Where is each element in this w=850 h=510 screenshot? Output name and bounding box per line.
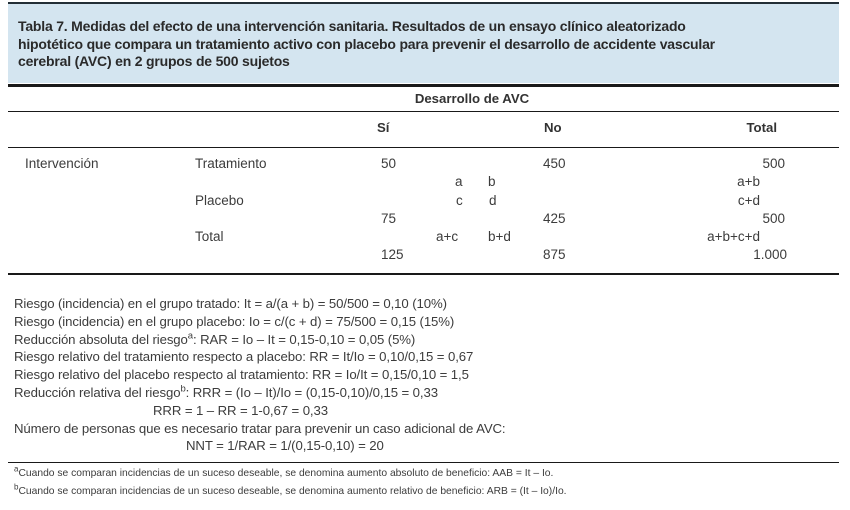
footnote-a-marker: a — [14, 464, 19, 474]
caption-line-3: cerebral (AVC) en 2 grupos de 500 sujeto… — [18, 53, 290, 70]
formula-text: Riesgo relativo del tratamiento respecto… — [14, 349, 474, 365]
cell-total-no: 875 — [543, 247, 566, 262]
footnote-b-marker: b — [14, 482, 19, 492]
footnote-b: bCuando se comparan incidencias de un su… — [14, 483, 842, 501]
column-header-si: Sí — [377, 120, 390, 135]
formula-rr-placebo: Riesgo relativo del placebo respecto al … — [14, 366, 842, 384]
formula-text: Riesgo (incidencia) en el grupo placebo:… — [14, 313, 455, 329]
cell-placebo-no: 425 — [543, 211, 566, 226]
footnotes-block: aCuando se comparan incidencias de un su… — [14, 465, 842, 501]
rule-below-table-body — [8, 273, 839, 276]
formula-nnt-intro: Número de personas que es necesario trat… — [14, 420, 842, 438]
formula-text: : RRR = (Io – It)/Io = (0,15-0,10)/0,15 … — [185, 384, 438, 400]
formula-rrr-alt: RRR = 1 – RR = 1-0,67 = 0,33 — [153, 402, 842, 420]
formula-text: Reducción absoluta del riesgo — [14, 331, 188, 347]
table-caption-box: Tabla 7. Medidas del efecto de una inter… — [8, 2, 839, 83]
formula-rrr: Reducción relativa del riesgob: RRR = (I… — [14, 384, 842, 402]
footnote-marker-b: b — [180, 383, 186, 395]
cell-letter-abcd: a+b+c+d — [707, 229, 760, 244]
footnote-a-text: Cuando se comparan incidencias de un suc… — [18, 468, 554, 479]
rule-below-caption — [8, 84, 839, 87]
formula-rar: Reducción absoluta del riesgoa: RAR = Io… — [14, 331, 842, 349]
footnote-b-text: Cuando se comparan incidencias de un suc… — [18, 486, 567, 497]
formula-nnt: NNT = 1/RAR = 1/(0,15-0,10) = 20 — [186, 437, 842, 455]
caption-line-1: Tabla 7. Medidas del efecto de una inter… — [18, 18, 686, 34]
cell-letter-cd: c+d — [737, 192, 760, 208]
cell-tratamiento-si: 50 — [381, 156, 397, 171]
cell-letter-bd: b+d — [488, 229, 511, 244]
cell-total-si: 125 — [381, 247, 404, 262]
footnote-marker-a: a — [187, 330, 193, 342]
formula-text: Reducción relativa del riesgo — [14, 384, 181, 400]
cell-letter-d: d — [489, 192, 497, 208]
rule-above-footnotes — [8, 462, 839, 464]
column-header-no: No — [544, 120, 562, 135]
formula-text: Número de personas que es necesario trat… — [14, 420, 506, 436]
caption-line-2: hipotético que compara un tratamiento ac… — [18, 35, 715, 52]
column-header-total: Total — [746, 120, 777, 135]
formula-rr-tratamiento: Riesgo relativo del tratamiento respecto… — [14, 348, 842, 366]
cell-letter-ab: a+b — [737, 174, 760, 189]
footnote-a: aCuando se comparan incidencias de un su… — [14, 465, 842, 483]
cell-letter-a: a — [455, 174, 463, 189]
cell-placebo-total: 500 — [762, 211, 785, 226]
formula-riesgo-placebo: Riesgo (incidencia) en el grupo placebo:… — [14, 313, 842, 331]
rule-below-column-headers — [8, 146, 839, 148]
formula-riesgo-tratado: Riesgo (incidencia) en el grupo tratado:… — [14, 295, 842, 313]
cell-tratamiento-total: 500 — [762, 156, 785, 171]
cell-letter-ac: a+c — [436, 229, 459, 244]
rule-below-group-header — [8, 110, 839, 112]
cell-placebo-si: 75 — [381, 211, 397, 226]
cell-tratamiento-no: 450 — [543, 156, 566, 171]
cell-letter-b: b — [488, 174, 496, 189]
formula-text: Riesgo relativo del placebo respecto al … — [14, 367, 469, 383]
formula-text: Riesgo (incidencia) en el grupo tratado:… — [14, 296, 447, 311]
row-label-total: Total — [195, 229, 224, 244]
column-group-header: Desarrollo de AVC — [414, 91, 530, 106]
formula-text: : RAR = Io – It = 0,15-0,10 = 0,05 (5%) — [192, 331, 416, 347]
formulas-block: Riesgo (incidencia) en el grupo tratado:… — [14, 295, 842, 455]
formula-text: NNT = 1/RAR = 1/(0,15-0,10) = 20 — [186, 438, 384, 454]
formula-text: RRR = 1 – RR = 1-0,67 = 0,33 — [153, 402, 328, 418]
row-label-placebo: Placebo — [195, 192, 244, 208]
cell-total-total: 1.000 — [753, 247, 787, 262]
cell-letter-c: c — [456, 192, 463, 208]
row-group-label: Intervención — [25, 156, 99, 171]
row-label-tratamiento: Tratamiento — [195, 156, 267, 171]
